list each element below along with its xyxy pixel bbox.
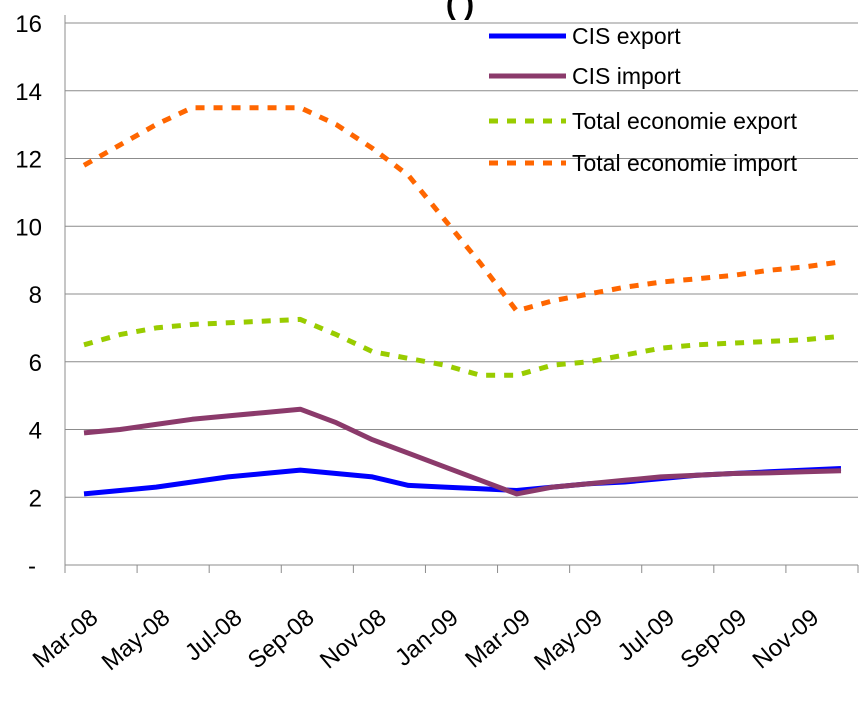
y-tick-label: 12 bbox=[15, 147, 42, 174]
x-tick-label: Jul-09 bbox=[613, 604, 680, 667]
y-tick-label: 14 bbox=[15, 79, 42, 106]
series-lines bbox=[82, 105, 842, 497]
y-tick-label: 8 bbox=[29, 282, 42, 309]
x-tick-label: Mar-08 bbox=[28, 604, 104, 674]
legend-label: CIS export bbox=[572, 23, 681, 49]
y-tick-label: 4 bbox=[29, 418, 42, 445]
x-tick-label: May-08 bbox=[97, 604, 176, 676]
x-tick-label: Sep-09 bbox=[675, 604, 752, 674]
legend: CIS export CIS import Total economie expor… bbox=[489, 23, 798, 176]
y-tick-label: - bbox=[28, 553, 36, 580]
y-tick-label: 6 bbox=[29, 350, 42, 377]
x-tick-label: Jul-08 bbox=[180, 604, 247, 667]
x-tick-label: Mar-09 bbox=[460, 604, 536, 674]
x-tick-label: Nov-08 bbox=[315, 604, 392, 674]
y-tick-label: 10 bbox=[15, 214, 42, 241]
x-tick-label: Jan-09 bbox=[390, 604, 464, 672]
series-line-total-economie-import bbox=[82, 105, 842, 314]
chart-title: ( ) bbox=[446, 0, 474, 21]
x-tick-label: Sep-08 bbox=[243, 604, 320, 674]
series-line-total-economie-export bbox=[83, 316, 842, 378]
legend-label: Total economie export bbox=[572, 108, 798, 134]
x-tick-label: Nov-09 bbox=[748, 604, 825, 674]
series-line-cis-import bbox=[83, 406, 842, 497]
legend-label: CIS import bbox=[572, 63, 681, 89]
y-tick-label: 16 bbox=[15, 11, 42, 38]
grid-lines bbox=[65, 22, 858, 498]
x-tick-label: May-09 bbox=[529, 604, 608, 676]
y-tick-label: 2 bbox=[29, 485, 42, 512]
legend-label: Total economie import bbox=[572, 150, 798, 176]
